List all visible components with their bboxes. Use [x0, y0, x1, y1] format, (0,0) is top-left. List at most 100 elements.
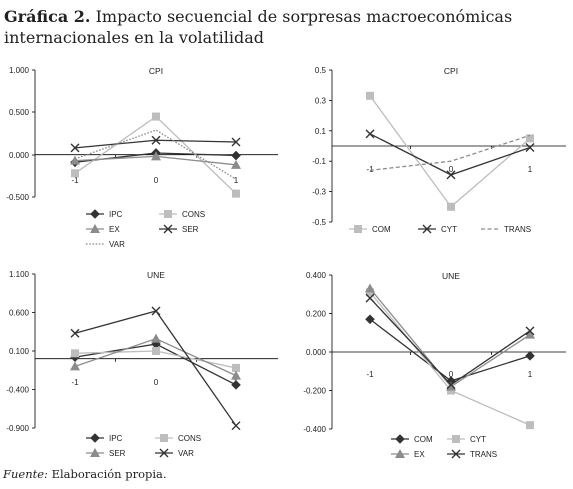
p4-point-trans: [446, 380, 456, 390]
p3-legend-label-cons: CONS: [178, 434, 201, 443]
p2-point-com: [366, 91, 374, 100]
p1-legend: IPC CONS EX SER VAR: [86, 209, 205, 249]
p3-legend-marker-cons: [160, 434, 168, 442]
p2-point-com: [447, 202, 455, 211]
p3-point-ser: [70, 361, 80, 371]
p4-legend-marker-com: [395, 434, 405, 444]
p3-legend-label-ipc: IPC: [109, 434, 123, 443]
p3-x-tick-label: 0: [154, 378, 159, 387]
figure-source: Fuente: Elaboración propia.: [3, 467, 167, 481]
p1-point-ipc: [231, 150, 241, 161]
p2-point-cyt: [365, 129, 375, 139]
p3-y-tick-label: -0.900: [6, 424, 29, 433]
p4-point-trans: [365, 293, 375, 303]
p3-y-tick-label: 0.100: [9, 347, 30, 356]
p1-legend-label-ipc: IPC: [109, 210, 123, 219]
p2-legend-marker-com: [354, 225, 362, 233]
p3-point-var: [231, 421, 241, 431]
p4-point-ex: [365, 283, 375, 293]
p3-point-ser: [151, 333, 161, 343]
p1-point-ex: [70, 155, 80, 165]
p1-legend-label-var: VAR: [109, 240, 125, 249]
chart-panel-cpi-right: 0.5 0.3 0.1 -0.1 -0.3 -0.5 -1 0 1 CPI COM CYT TRANS: [312, 66, 566, 234]
p3-series-line-var: [74, 310, 237, 427]
p4-x-tick-label: 0: [449, 370, 454, 379]
p2-legend-label-cyt: CYT: [441, 225, 457, 234]
p4-series-line-cyt: [369, 291, 531, 426]
source-text: Elaboración propia.: [51, 467, 167, 481]
p3-point-var: [70, 328, 80, 338]
p1-x-tick-label: 1: [234, 176, 239, 185]
p3-point-ipc: [231, 380, 241, 390]
p1-legend-marker-ipc: [90, 209, 100, 219]
p2-legend-label-trans: TRANS: [504, 225, 531, 234]
p4-legend-marker-ex: [395, 449, 405, 458]
p1-legend-label-ser: SER: [182, 225, 199, 234]
p3-y-tick-label: 1.100: [9, 270, 30, 279]
p3-legend-label-ser: SER: [109, 449, 126, 458]
p3-x-tick-label: -1: [71, 378, 79, 387]
p2-legend-label-com: COM: [372, 225, 391, 234]
p1-point-ser: [231, 137, 241, 147]
p1-y-tick-label: 0.500: [9, 108, 30, 117]
p4-legend-label-ex: EX: [414, 450, 425, 459]
p4-y-tick-label: 0.200: [306, 310, 327, 319]
p1-point-ser: [70, 143, 80, 153]
p2-series-line-com: [369, 95, 531, 208]
p4-legend-marker-cyt: [452, 435, 460, 443]
p1-point-cons: [232, 189, 240, 198]
p3-point-ser: [231, 370, 241, 380]
p4-point-ex: [446, 381, 456, 391]
p1-legend-marker-cons: [164, 210, 172, 218]
p3-legend-label-var: VAR: [178, 449, 194, 458]
p1-point-ex: [151, 151, 161, 161]
p4-legend-label-com: COM: [414, 435, 433, 444]
p4-point-com: [525, 351, 535, 361]
p2-x-tick-label: 1: [528, 165, 533, 174]
p4-y-tick-label: 0.000: [306, 348, 327, 357]
p3-legend: IPC CONS SER VAR: [86, 433, 201, 458]
figure-title-lead: Gráfica 2.: [4, 7, 91, 26]
p1-point-ser: [151, 135, 161, 145]
p1-legend-label-ex: EX: [109, 225, 120, 234]
p1-chart-title: CPI: [149, 66, 163, 76]
p2-y-tick-label: -0.3: [312, 188, 326, 197]
p4-y-tick-label: -0.200: [303, 387, 326, 396]
figure-title: Gráfica 2. Impacto secuencial de sorpres…: [4, 6, 564, 48]
p4-chart-title: UNE: [442, 271, 460, 281]
p2-point-cyt: [525, 143, 535, 153]
p3-y-tick-label: -0.400: [6, 386, 29, 395]
figure-title-text: Impacto secuencial de sorpresas macroeco…: [4, 7, 513, 47]
p2-point-cyt: [446, 170, 456, 180]
p2-chart-title: CPI: [444, 66, 458, 76]
p1-x-tick-label: 0: [154, 176, 159, 185]
p2-series-line-trans: [369, 134, 531, 171]
p2-y-tick-label: 0.5: [315, 66, 327, 75]
p4-y-tick-label: -0.400: [303, 425, 326, 434]
p3-point-cons: [152, 347, 160, 355]
p1-legend-marker-ex: [90, 224, 100, 233]
p1-legend-marker-ser: [163, 224, 173, 234]
p1-legend-label-cons: CONS: [182, 210, 205, 219]
p1-y-tick-label: 0.000: [9, 151, 30, 160]
p3-legend-marker-ipc: [90, 433, 100, 443]
p2-x-tick-label: -1: [366, 165, 374, 174]
p2-x-tick-label: 0: [449, 165, 454, 174]
p3-point-ipc: [151, 339, 161, 349]
p4-legend-label-cyt: CYT: [470, 435, 486, 444]
p1-point-ex: [231, 159, 241, 169]
p1-y-tick-label: 1.000: [9, 66, 30, 75]
p3-point-cons: [71, 349, 79, 358]
p1-y-tick-label: -0.500: [6, 193, 29, 202]
p1-series-line-var: [74, 129, 237, 180]
p4-legend-label-trans: TRANS: [470, 450, 497, 459]
p2-legend-marker-cyt: [422, 224, 432, 234]
p4-x-tick-label: 1: [528, 370, 533, 379]
p3-y-tick-label: 0.600: [9, 309, 30, 318]
p4-point-com: [365, 314, 375, 325]
p2-point-com: [526, 134, 534, 143]
chart-panel-une-right: 0.400 0.200 0.000 -0.200 -0.400 -1 0 1 UNE COM CYT…: [303, 271, 566, 459]
p4-point-ex: [525, 329, 535, 339]
p4-point-cyt: [526, 421, 534, 430]
